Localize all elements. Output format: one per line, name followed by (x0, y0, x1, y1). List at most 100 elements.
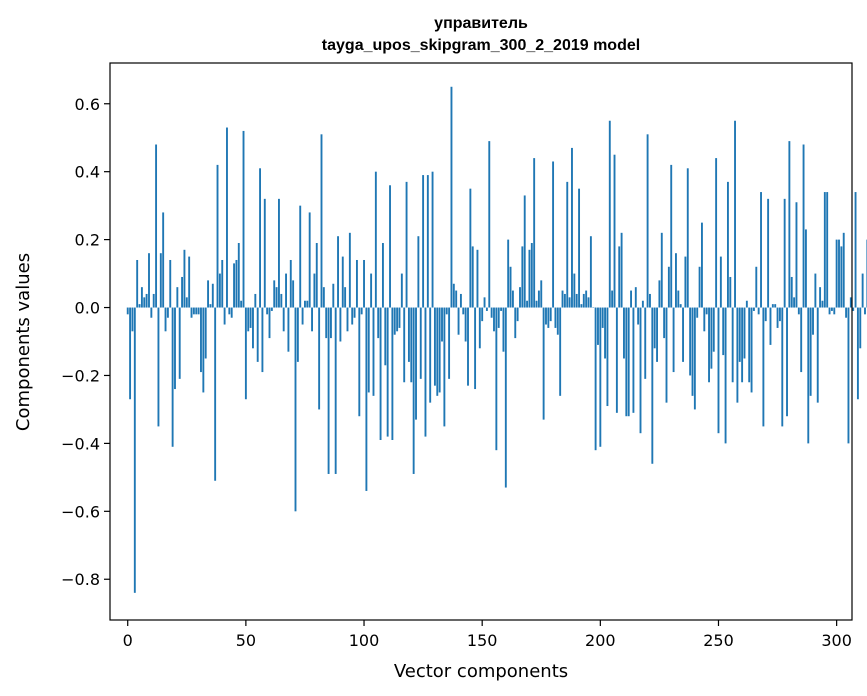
bar (812, 307, 814, 335)
bar (783, 198, 786, 308)
bar (563, 293, 566, 308)
bar (410, 307, 413, 383)
bar (856, 307, 859, 400)
bar (625, 307, 628, 417)
bar (426, 175, 429, 308)
bar (200, 307, 202, 373)
bar (719, 256, 722, 308)
bar (821, 300, 824, 308)
bar (462, 307, 465, 315)
bar (403, 307, 406, 383)
bar (649, 293, 651, 308)
bar (188, 256, 191, 308)
bar (358, 307, 361, 417)
bar (294, 307, 297, 512)
bar (244, 307, 247, 400)
bar (530, 243, 533, 308)
bar (835, 239, 838, 308)
bar (627, 307, 630, 417)
bar (722, 307, 725, 356)
y-tick-label: 0.4 (75, 163, 100, 182)
chart-subtitle: tayga_upos_skipgram_300_2_2019 model (322, 37, 640, 54)
bar (192, 307, 195, 315)
bar (351, 307, 354, 325)
bar (398, 307, 401, 328)
bar (275, 287, 278, 308)
bar (809, 307, 812, 396)
bar (540, 280, 543, 308)
bar (495, 307, 498, 451)
bar (133, 307, 136, 593)
bar (547, 307, 550, 328)
x-tick-label: 300 (821, 631, 852, 650)
bar (481, 307, 484, 322)
x-tick-label: 150 (467, 631, 498, 650)
bar (823, 192, 826, 308)
bar (266, 307, 269, 315)
bar (686, 168, 689, 308)
bar (660, 232, 663, 308)
bar (311, 307, 313, 332)
bar (861, 273, 864, 308)
bar (488, 141, 491, 308)
bar (318, 307, 321, 410)
bar (216, 164, 219, 308)
y-tick-label: −0.4 (61, 434, 100, 453)
bar (441, 307, 443, 342)
bar (436, 307, 439, 396)
x-axis-label: Vector components (394, 661, 568, 682)
bar (254, 293, 257, 308)
bar (800, 307, 803, 373)
bar (615, 307, 618, 413)
bar (138, 304, 141, 308)
bar (126, 307, 129, 315)
bar (630, 290, 632, 308)
bar (136, 259, 139, 308)
bar (195, 307, 198, 315)
bar (613, 154, 616, 308)
bar (157, 307, 160, 427)
bar (698, 266, 701, 308)
bar (597, 307, 599, 345)
bar (516, 307, 519, 322)
bar (559, 307, 562, 396)
bar (237, 243, 240, 308)
bar (620, 232, 623, 308)
bar (445, 307, 448, 315)
bar (197, 307, 200, 315)
bar (762, 307, 765, 427)
y-tick-label: −0.8 (61, 570, 100, 589)
bar (526, 300, 529, 308)
bar (450, 86, 453, 308)
bar (287, 307, 290, 352)
bar (249, 307, 252, 328)
bar (786, 307, 788, 417)
bar (601, 307, 604, 328)
bar (500, 307, 503, 311)
bar (483, 297, 486, 308)
bar (651, 307, 654, 464)
bar (623, 307, 625, 359)
bar (665, 307, 668, 403)
bar (523, 195, 526, 308)
bar (330, 307, 332, 339)
bar (464, 307, 467, 342)
bar (717, 307, 720, 434)
bar (781, 307, 784, 427)
bar (467, 307, 469, 386)
bar (171, 307, 174, 447)
bar (757, 307, 760, 315)
bar (788, 141, 791, 308)
bar (849, 297, 852, 308)
bar (582, 293, 585, 308)
bar (691, 307, 694, 396)
bar (223, 307, 226, 325)
bar (389, 185, 391, 308)
bar (145, 293, 148, 308)
bar (296, 307, 299, 362)
bar (752, 307, 755, 311)
bar (207, 280, 210, 308)
bar (431, 171, 434, 308)
y-axis-label: Components values (13, 253, 34, 431)
bar (259, 168, 261, 308)
